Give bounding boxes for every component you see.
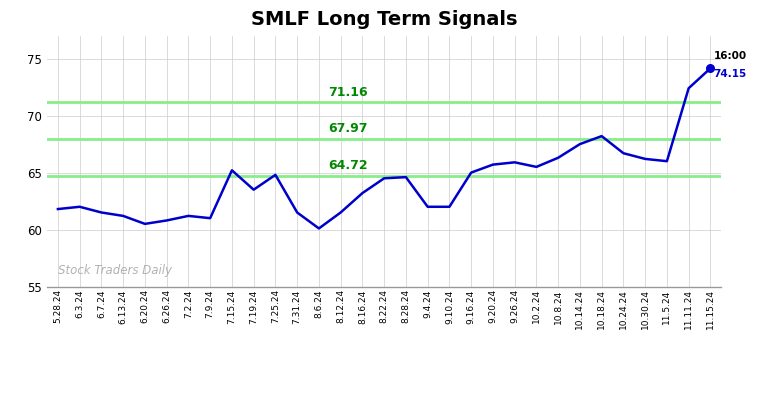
Point xyxy=(704,65,717,72)
Text: 67.97: 67.97 xyxy=(328,122,368,135)
Text: Stock Traders Daily: Stock Traders Daily xyxy=(58,264,172,277)
Text: 74.15: 74.15 xyxy=(713,69,747,80)
Text: 16:00: 16:00 xyxy=(713,51,747,61)
Text: 71.16: 71.16 xyxy=(328,86,368,99)
Text: 64.72: 64.72 xyxy=(328,159,368,172)
Title: SMLF Long Term Signals: SMLF Long Term Signals xyxy=(251,10,517,29)
